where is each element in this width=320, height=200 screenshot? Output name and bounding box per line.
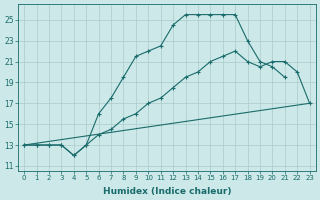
X-axis label: Humidex (Indice chaleur): Humidex (Indice chaleur)	[103, 187, 231, 196]
